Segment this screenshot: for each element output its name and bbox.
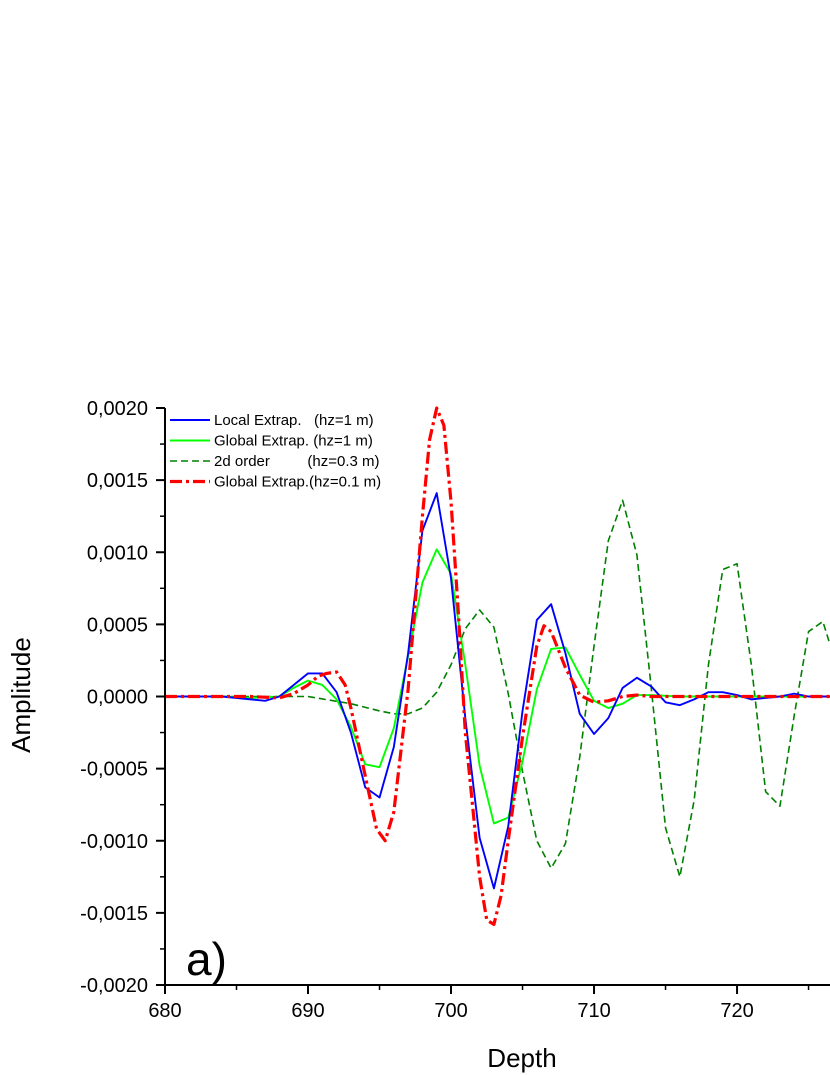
legend-label: Global Extrap. (hz=1 m) [214,433,373,450]
legend-label: 2d order (hz=0.3 m) [214,453,379,470]
y-axis-title: Amplitude [6,637,36,753]
axis-ticks: 680 690 700 710 720 0,0020 0,0015 0,0010 0,0005 0… [80,398,810,1022]
y-tick-label: -0,0005 [80,759,148,781]
y-tick-label: 0,0020 [87,398,148,420]
y-tick-label: 0,0010 [87,542,148,564]
panel-label: a) [186,933,227,985]
x-tick-label: 700 [434,1000,467,1022]
x-axis-title: Depth [487,1043,556,1073]
series-line-4 [165,406,830,927]
legend-label: Global Extrap.(hz=0.1 m) [214,474,381,491]
series-lines [165,406,830,927]
x-tick-label: 690 [291,1000,324,1022]
y-tick-label: 0,0005 [87,614,148,636]
series-line-3 [165,499,830,878]
legend-label: Local Extrap. (hz=1 m) [214,412,374,429]
x-tick-label: 680 [148,1000,181,1022]
y-tick-label: 0,0015 [87,470,148,492]
y-tick-label: -0,0010 [80,831,148,853]
y-tick-label: -0,0015 [80,903,148,925]
x-tick-label: 720 [720,1000,753,1022]
y-tick-label: -0,0020 [80,975,148,997]
series-line-2 [165,548,830,825]
x-tick-label: 710 [577,1000,610,1022]
series-line-1 [165,492,830,890]
y-tick-label: 0,0000 [87,687,148,709]
legend: Local Extrap. (hz=1 m) Global Extrap. (hz… [170,412,381,491]
